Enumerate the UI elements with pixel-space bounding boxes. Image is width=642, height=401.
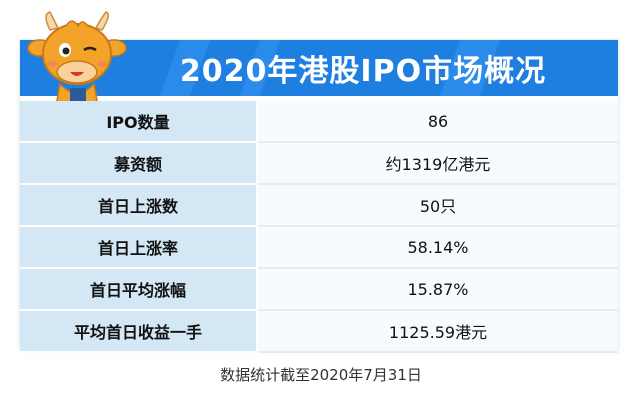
row-value: 86 — [258, 101, 618, 143]
footnote: 数据统计截至2020年7月31日 — [220, 366, 422, 384]
table-row: 募资额 约1319亿港元 — [20, 143, 618, 185]
row-value: 约1319亿港元 — [258, 143, 618, 185]
row-label: 首日上涨率 — [20, 227, 258, 269]
row-value: 15.87% — [258, 269, 618, 311]
row-value: 1125.59港元 — [258, 311, 618, 353]
table-row: 首日上涨率 58.14% — [20, 227, 618, 269]
table-row: 平均首日收益一手 1125.59港元 — [20, 311, 618, 353]
row-value: 58.14% — [258, 227, 618, 269]
row-value: 50只 — [258, 185, 618, 227]
page-title: 2020年港股IPO市场概况 — [179, 54, 547, 89]
row-label: IPO数量 — [20, 101, 258, 143]
cartoon-calf-mascot-icon — [27, 11, 127, 106]
ipo-overview-table: IPO数量 86 募资额 约1319亿港元 首日上涨数 50只 首日上涨率 58… — [20, 101, 618, 353]
row-label: 募资额 — [20, 143, 258, 185]
row-label: 平均首日收益一手 — [20, 311, 258, 353]
table-row: 首日上涨数 50只 — [20, 185, 618, 227]
row-label: 首日平均涨幅 — [20, 269, 258, 311]
table-row: 首日平均涨幅 15.87% — [20, 269, 618, 311]
table-row: IPO数量 86 — [20, 101, 618, 143]
row-label: 首日上涨数 — [20, 185, 258, 227]
